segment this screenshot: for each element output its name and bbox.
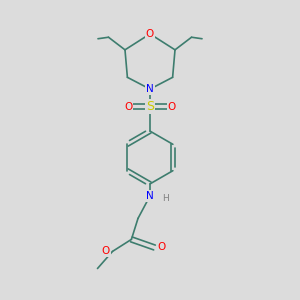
Text: H: H xyxy=(163,194,169,203)
Text: O: O xyxy=(124,101,133,112)
Text: O: O xyxy=(102,246,110,256)
Text: O: O xyxy=(167,101,176,112)
Text: O: O xyxy=(158,242,166,253)
Text: N: N xyxy=(146,191,154,201)
Text: N: N xyxy=(146,84,154,94)
Text: S: S xyxy=(146,100,154,113)
Text: O: O xyxy=(146,29,154,39)
